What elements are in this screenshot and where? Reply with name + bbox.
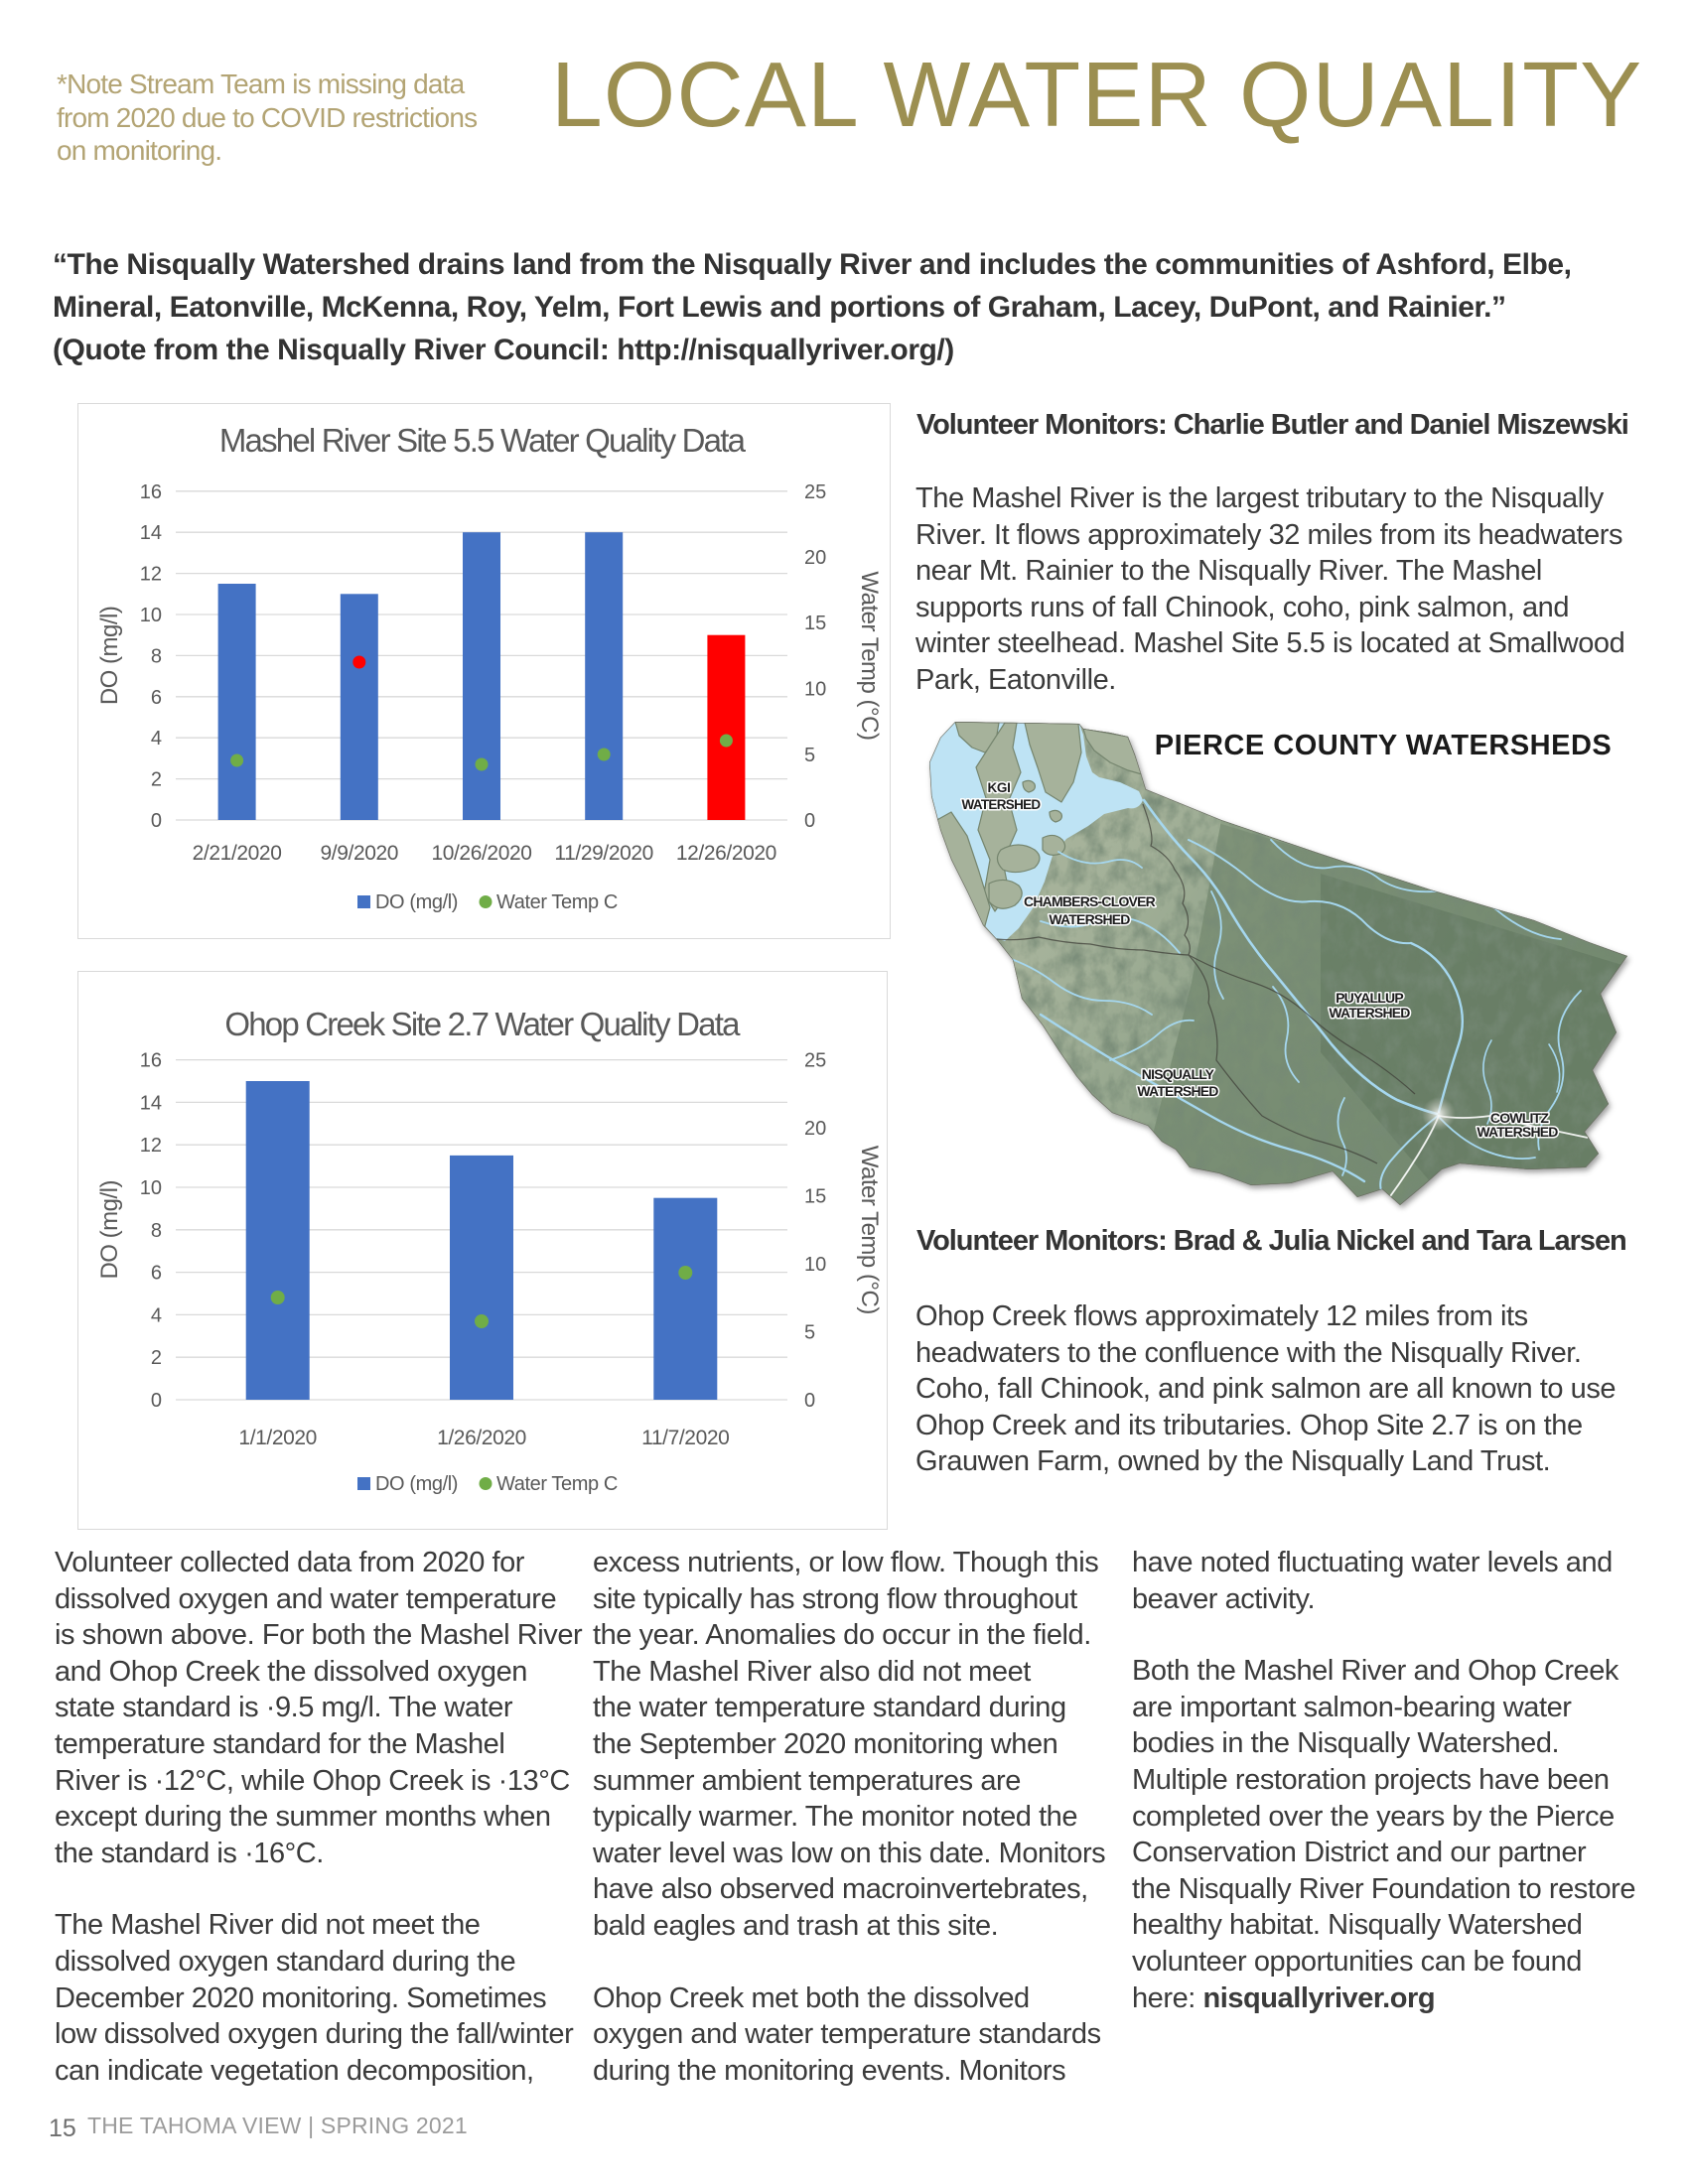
svg-text:COWLITZ: COWLITZ (1490, 1110, 1549, 1126)
svg-text:DO (mg/l): DO (mg/l) (375, 1473, 458, 1495)
svg-text:Ohop Creek Site 2.7 Water Qual: Ohop Creek Site 2.7 Water Quality Data (224, 1006, 741, 1042)
svg-text:4: 4 (151, 1304, 162, 1326)
svg-text:8: 8 (151, 1220, 162, 1242)
svg-text:8: 8 (151, 645, 162, 667)
svg-text:Mashel River Site 5.5 Water Qu: Mashel River Site 5.5 Water Quality Data (219, 422, 747, 459)
svg-text:10: 10 (804, 679, 826, 701)
svg-text:14: 14 (140, 522, 162, 544)
svg-text:5: 5 (804, 745, 815, 766)
svg-text:16: 16 (140, 481, 162, 503)
svg-text:0: 0 (804, 1390, 815, 1412)
svg-text:25: 25 (804, 1050, 826, 1072)
svg-text:WATERSHED: WATERSHED (1137, 1083, 1218, 1099)
svg-text:5: 5 (804, 1322, 815, 1344)
svg-text:Water Temp (°C): Water Temp (°C) (856, 571, 883, 740)
svg-text:9/9/2020: 9/9/2020 (321, 842, 399, 865)
svg-text:2/21/2020: 2/21/2020 (193, 842, 282, 865)
svg-text:WATERSHED: WATERSHED (1329, 1005, 1410, 1021)
svg-text:16: 16 (140, 1050, 162, 1072)
svg-text:Water Temp (°C): Water Temp (°C) (856, 1146, 883, 1314)
svg-text:DO (mg/l): DO (mg/l) (375, 891, 458, 913)
svg-text:12/26/2020: 12/26/2020 (676, 842, 776, 865)
svg-text:KGI: KGI (987, 780, 1010, 795)
svg-text:4: 4 (151, 728, 162, 750)
svg-text:WATERSHED: WATERSHED (1049, 911, 1130, 927)
svg-text:Water Temp C: Water Temp C (496, 891, 618, 913)
svg-text:11/29/2020: 11/29/2020 (554, 842, 653, 865)
svg-text:2: 2 (151, 769, 162, 791)
svg-text:10: 10 (804, 1254, 826, 1276)
svg-text:10: 10 (140, 1177, 162, 1199)
svg-text:DO (mg/l): DO (mg/l) (96, 607, 123, 706)
svg-text:12: 12 (140, 1135, 162, 1157)
svg-text:20: 20 (804, 1118, 826, 1140)
svg-text:PIERCE COUNTY WATERSHEDS: PIERCE COUNTY WATERSHEDS (1155, 730, 1612, 761)
svg-text:CHAMBERS-CLOVER: CHAMBERS-CLOVER (1024, 893, 1156, 909)
svg-text:6: 6 (151, 687, 162, 709)
svg-text:DO (mg/l): DO (mg/l) (96, 1180, 123, 1280)
svg-text:WATERSHED: WATERSHED (1477, 1124, 1558, 1140)
svg-text:25: 25 (804, 481, 826, 503)
svg-text:0: 0 (804, 810, 815, 832)
svg-text:Water Temp C: Water Temp C (496, 1473, 618, 1495)
svg-text:0: 0 (151, 810, 162, 832)
svg-text:15: 15 (804, 613, 826, 634)
svg-text:15: 15 (804, 1186, 826, 1208)
svg-text:2: 2 (151, 1347, 162, 1369)
svg-text:14: 14 (140, 1092, 162, 1114)
svg-text:1/26/2020: 1/26/2020 (437, 1427, 526, 1449)
svg-text:20: 20 (804, 547, 826, 569)
svg-text:0: 0 (151, 1390, 162, 1412)
svg-text:WATERSHED: WATERSHED (962, 797, 1042, 812)
svg-text:PUYALLUP: PUYALLUP (1336, 990, 1403, 1006)
svg-text:1/1/2020: 1/1/2020 (238, 1427, 317, 1449)
svg-text:6: 6 (151, 1263, 162, 1285)
svg-text:12: 12 (140, 564, 162, 586)
svg-text:NISQUALLY: NISQUALLY (1142, 1066, 1215, 1082)
svg-text:11/7/2020: 11/7/2020 (641, 1427, 729, 1449)
svg-text:10: 10 (140, 605, 162, 626)
svg-text:10/26/2020: 10/26/2020 (431, 842, 531, 865)
